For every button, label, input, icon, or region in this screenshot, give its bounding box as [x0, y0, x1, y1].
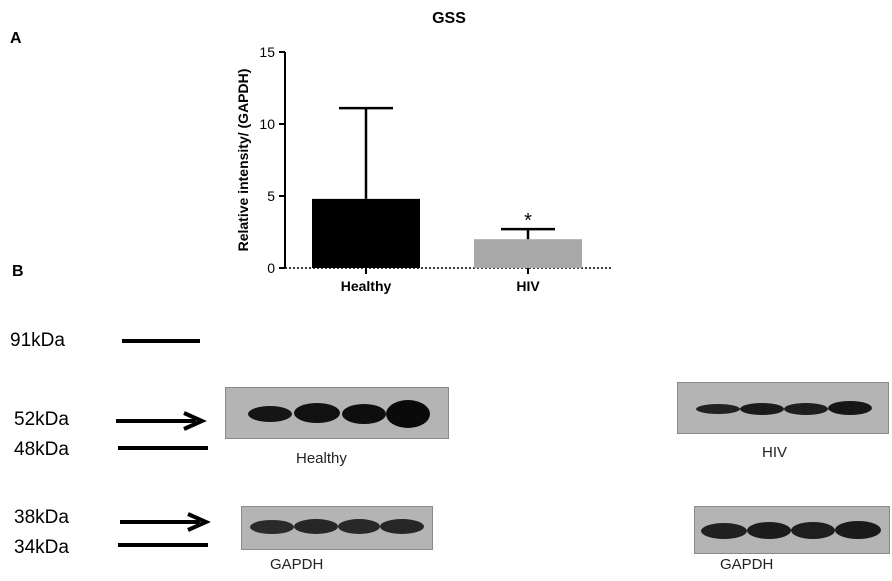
error-bars: * — [339, 106, 555, 240]
x-tick-label: Healthy — [341, 278, 392, 294]
band — [828, 401, 872, 415]
blot-healthy-gapdh — [241, 506, 433, 550]
band — [294, 519, 338, 534]
arrow-right-icon — [120, 512, 211, 532]
band — [250, 520, 294, 534]
y-axis-label: Relative intensity/ (GAPDH) — [235, 69, 251, 252]
band — [696, 404, 740, 414]
chart-title: GSS — [432, 10, 466, 27]
marker-91kda: 91kDa — [10, 330, 65, 351]
significance-marker: * — [524, 210, 532, 232]
x-tick-label: HIV — [516, 278, 540, 294]
y-tick-label: 10 — [259, 116, 275, 132]
y-tick-label: 15 — [259, 44, 275, 60]
band — [791, 522, 835, 539]
band — [380, 519, 424, 534]
bar-healthy — [312, 198, 420, 268]
band — [294, 403, 340, 423]
y-tick-label: 0 — [267, 260, 275, 276]
bars — [312, 198, 582, 268]
panel-label-a: A — [10, 30, 22, 47]
band — [386, 400, 430, 428]
band — [747, 522, 791, 539]
marker-48kda-line — [118, 446, 208, 450]
band — [342, 404, 386, 424]
band — [338, 519, 380, 534]
marker-34kda-line — [118, 543, 208, 547]
band — [248, 406, 292, 422]
caption-gapdh-right: GAPDH — [720, 556, 774, 573]
caption-hiv: HIV — [762, 444, 788, 461]
gss-bar-chart: GSS Relative intensity/ (GAPDH) * 0 5 10 15… — [235, 10, 612, 294]
caption-healthy: Healthy — [296, 450, 347, 467]
blot-healthy-gss — [225, 387, 449, 439]
band — [701, 523, 747, 539]
marker-38kda: 38kDa — [14, 507, 69, 528]
band — [784, 403, 828, 415]
blot-hiv-gss — [677, 382, 889, 434]
panel-label-b: B — [12, 263, 24, 280]
marker-48kda: 48kDa — [14, 439, 69, 460]
marker-34kda: 34kDa — [14, 537, 69, 558]
bar-hiv — [474, 239, 582, 268]
caption-gapdh-left: GAPDH — [270, 556, 324, 573]
ticks: 0 5 10 15 Healthy HIV — [259, 44, 540, 294]
y-tick-label: 5 — [267, 188, 275, 204]
marker-91kda-line — [122, 339, 200, 343]
blot-hiv-gapdh — [694, 506, 890, 554]
band — [740, 403, 784, 415]
marker-52kda: 52kDa — [14, 409, 69, 430]
band — [835, 521, 881, 539]
arrow-right-icon — [116, 411, 207, 431]
